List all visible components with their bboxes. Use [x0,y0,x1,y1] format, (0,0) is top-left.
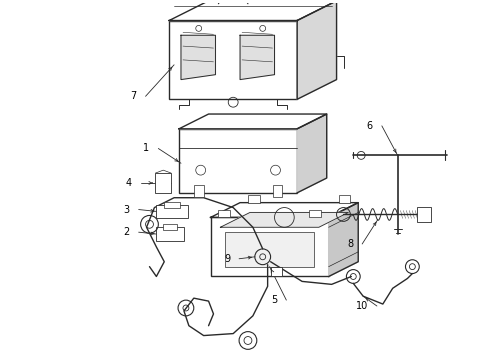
Text: 4: 4 [125,178,131,188]
Bar [179,129,297,193]
Polygon shape [328,203,358,276]
Text: 5: 5 [271,295,277,305]
Polygon shape [210,203,358,217]
Text: 9: 9 [224,254,230,264]
Polygon shape [179,114,326,129]
Text: 8: 8 [346,239,352,249]
Bar [164,202,180,208]
Polygon shape [297,114,326,193]
Polygon shape [220,212,347,227]
Bar [272,185,282,197]
Bar [218,210,230,217]
Text: 3: 3 [123,204,129,215]
Bar [338,195,349,203]
Bar [308,210,320,217]
Polygon shape [181,35,215,80]
Bar [247,195,259,203]
Text: 1: 1 [143,144,149,153]
Bar [416,207,430,222]
Text: 6: 6 [366,121,372,131]
Polygon shape [297,1,336,99]
Polygon shape [169,1,336,21]
Text: 10: 10 [355,301,367,311]
Polygon shape [240,35,274,80]
Text: 2: 2 [123,227,129,237]
Text: 7: 7 [130,91,137,101]
Bar [156,227,183,241]
Bar [210,217,328,276]
Bar [225,232,313,267]
Bar [156,204,187,219]
Bar [169,21,297,99]
Bar [155,173,171,193]
Bar [193,185,203,197]
Bar [270,267,282,276]
Bar [163,224,177,230]
